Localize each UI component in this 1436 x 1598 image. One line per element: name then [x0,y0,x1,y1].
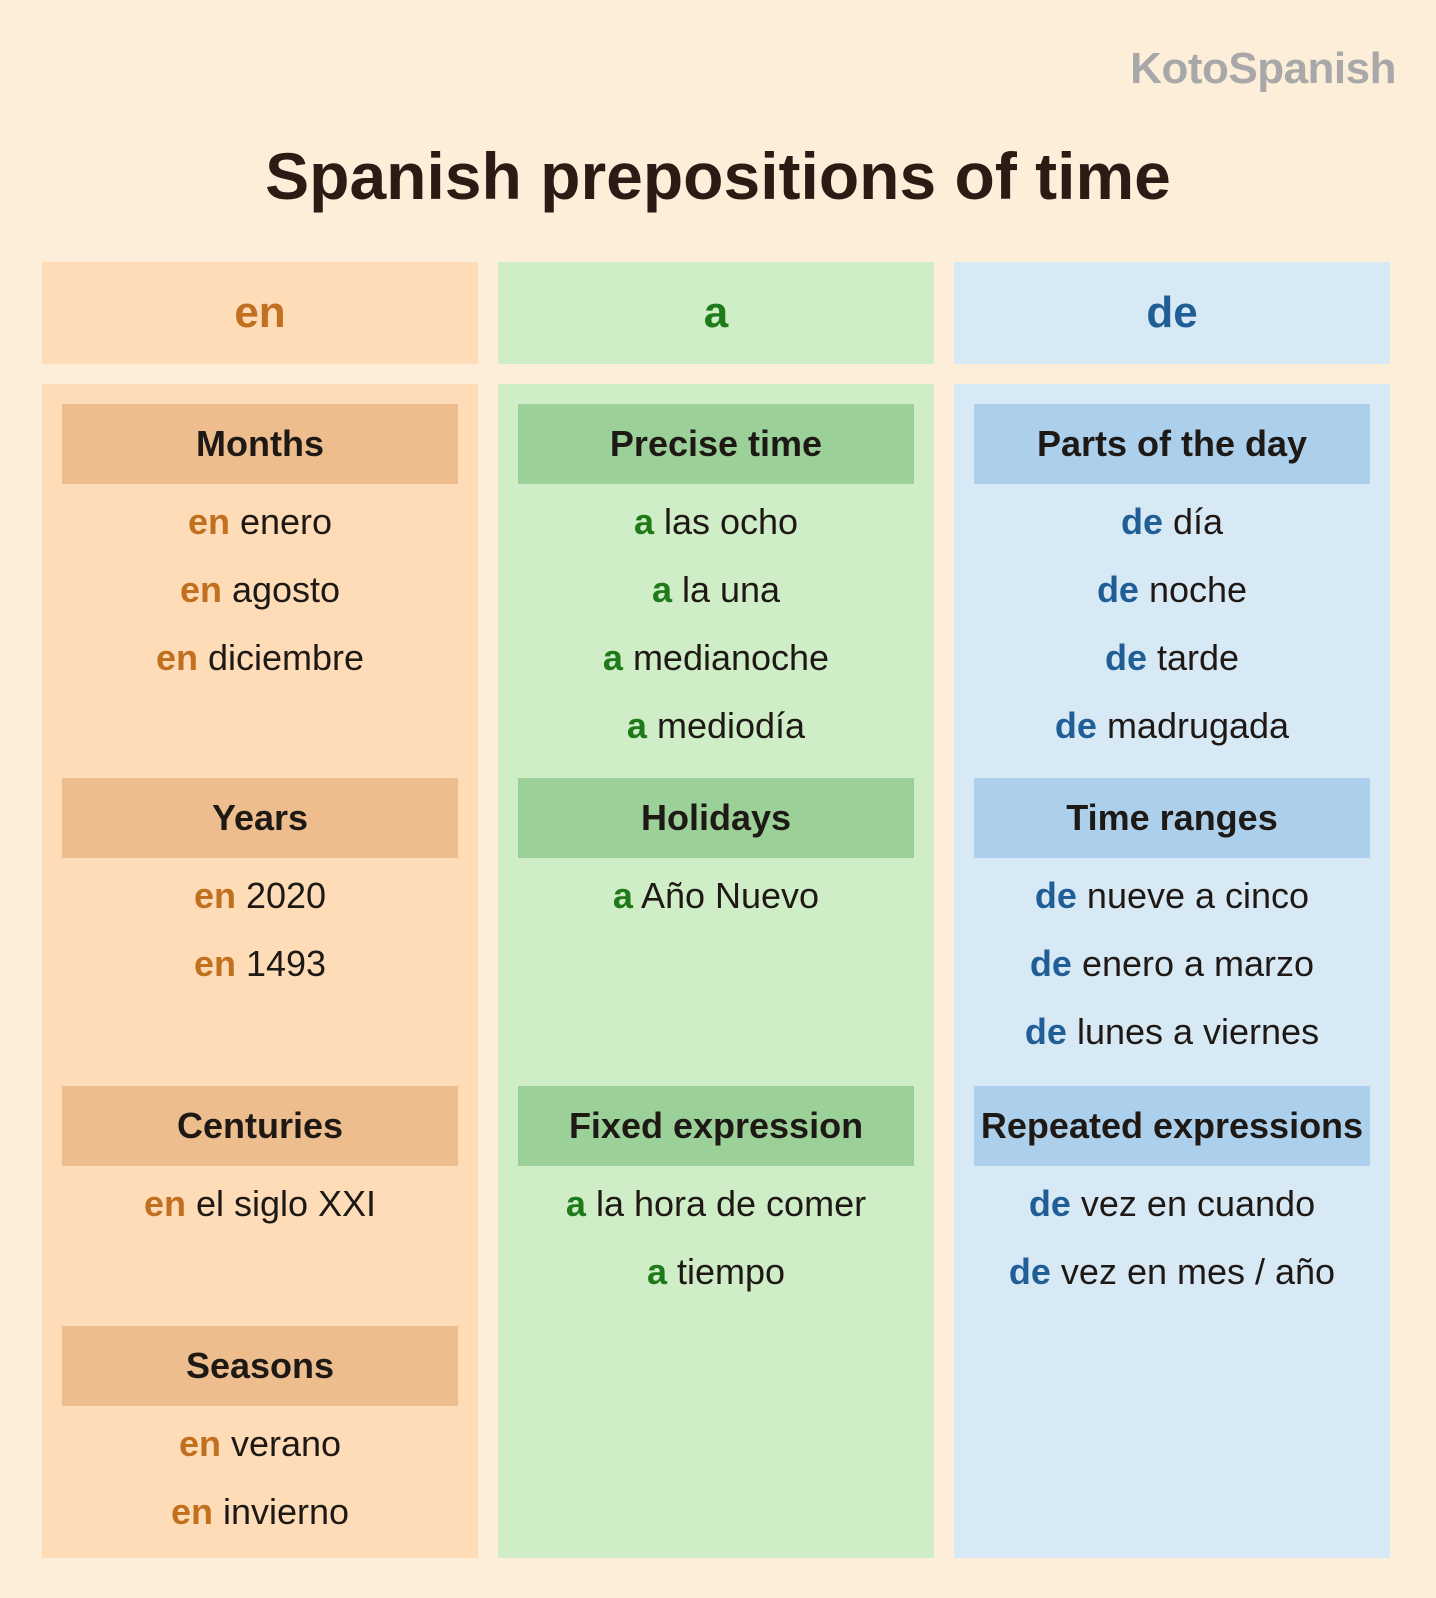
list-item: de tarde [1104,637,1240,678]
list-item: a medianoche [602,637,830,678]
section-title-repeated-expressions: Repeated expressions [974,1086,1370,1166]
list-item: en 1493 [193,943,327,984]
list-item: a la una [651,569,781,610]
list-item: de vez en cuando [1028,1183,1316,1224]
list-item: en el siglo XXI [143,1183,377,1224]
section-title-time-ranges: Time ranges [974,778,1370,858]
list-item: de nueve a cinco [1034,875,1310,916]
list-item: en verano [178,1423,342,1464]
list-item: de día [1120,501,1224,542]
list-item: a la hora de comer [565,1183,867,1224]
section-title-seasons: Seasons [62,1326,458,1406]
section-title-centuries: Centuries [62,1086,458,1166]
column-a: Precise time a las ocho a la una a media… [498,384,934,1558]
brand-logo: KotoSpanish [1130,44,1396,93]
section-title-years: Years [62,778,458,858]
section-title-months: Months [62,404,458,484]
list-item: a tiempo [646,1251,786,1292]
column-de: Parts of the day de día de noche de tard… [954,384,1390,1558]
list-item: de lunes a viernes [1024,1011,1320,1052]
list-item: de enero a marzo [1029,943,1315,984]
list-item: a las ocho [633,501,799,542]
list-item: de vez en mes / año [1008,1251,1336,1292]
column-header-en: en [42,262,478,364]
column-header-de: de [954,262,1390,364]
list-item: en invierno [170,1491,350,1532]
list-item: en enero [187,501,333,542]
section-title-parts-of-the-day: Parts of the day [974,404,1370,484]
section-title-holidays: Holidays [518,778,914,858]
list-item: en agosto [179,569,341,610]
list-item: en diciembre [155,637,365,678]
list-item: a mediodía [626,705,806,746]
list-item: de madrugada [1054,705,1290,746]
list-item: en 2020 [193,875,327,916]
column-en: Months en enero en agosto en diciembre Y… [42,384,478,1558]
column-header-a: a [498,262,934,364]
section-title-precise-time: Precise time [518,404,914,484]
section-title-fixed-expression: Fixed expression [518,1086,914,1166]
list-item: a Año Nuevo [612,875,820,916]
page-title: Spanish prepositions of time [265,139,1171,213]
list-item: de noche [1096,569,1248,610]
